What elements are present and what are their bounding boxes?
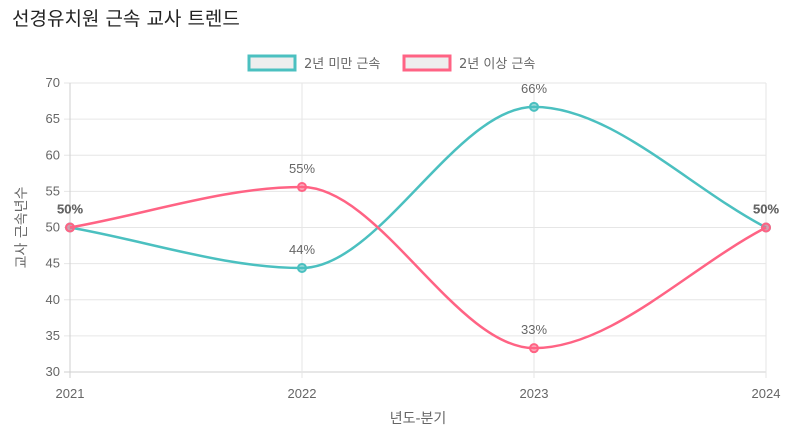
data-point[interactable] [761,222,771,233]
data-label: 44% [289,242,315,257]
data-label: 55% [289,161,315,176]
x-tick-label: 2021 [56,386,85,401]
legend[interactable]: 2년 미만 근속 2년 이상 근속 [247,54,535,72]
axes: 30 35 40 45 50 55 60 65 70 2021 2022 2023 2024 년도-분기 교… [14,75,780,427]
series-line [69,185,767,350]
series-line [69,105,767,270]
grid [64,82,767,378]
data-point[interactable] [297,182,307,193]
legend-label: 2년 이상 근속 [459,57,535,72]
data-label: 50% [753,202,779,217]
legend-item[interactable]: 2년 미만 근속 [247,54,380,72]
x-axis-title: 년도-분기 [390,411,447,427]
legend-swatch [402,54,452,72]
data-point[interactable] [529,343,539,354]
data-label: 50% [57,202,83,217]
x-tick-label: 2022 [288,386,317,401]
y-tick-label: 55 [46,183,60,198]
y-tick-label: 30 [46,364,60,379]
x-tick-label: 2024 [752,386,781,401]
y-tick-label: 70 [46,75,60,90]
x-tick-label: 2023 [520,386,549,401]
series-lines [65,101,771,354]
data-point[interactable] [297,262,307,273]
data-label: 50% [57,202,83,217]
data-label: 33% [521,322,547,337]
data-point[interactable] [65,222,75,233]
y-tick-label: 50 [46,220,60,235]
legend-swatch [247,54,297,72]
y-tick-label: 60 [46,147,60,162]
page-title: 선경유치원 근속 교사 트렌드 [12,8,240,30]
data-point[interactable] [529,101,539,112]
y-tick-label: 40 [46,292,60,307]
data-label: 50% [753,202,779,217]
data-labels: 50%44%66%50%50%55%33%50% [57,81,779,337]
y-tick-label: 35 [46,328,60,343]
legend-label: 2년 미만 근속 [304,57,380,72]
y-tick-label: 65 [46,111,60,126]
y-axis-title: 교사 근속년수 [14,187,30,269]
y-tick-label: 45 [46,256,60,271]
data-label: 66% [521,81,547,96]
legend-item[interactable]: 2년 이상 근속 [402,54,535,72]
